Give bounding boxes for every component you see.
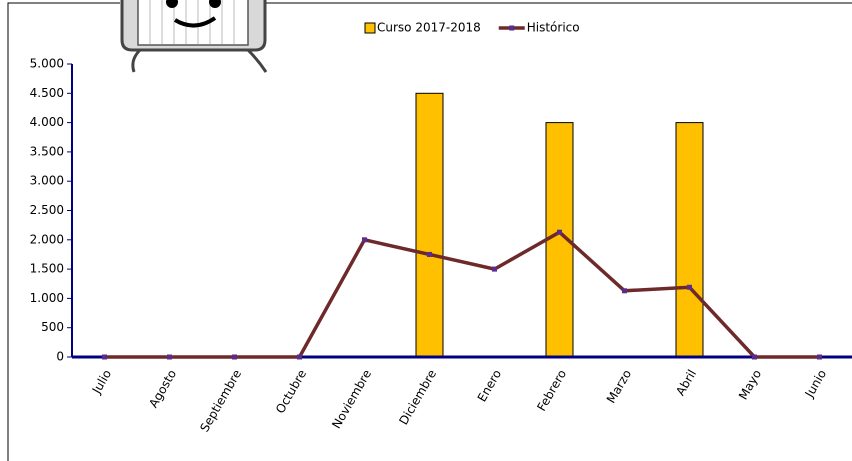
x-tick-label: Octubre (273, 367, 309, 416)
bar (415, 92, 444, 358)
legend-marker (509, 25, 515, 31)
y-tick-label: 500 (41, 320, 64, 334)
line-marker (297, 354, 302, 360)
bar (675, 122, 704, 358)
x-tick-label: Junio (802, 367, 829, 400)
y-tick-label: 3.500 (30, 144, 64, 158)
x-tick-label: Noviembre (329, 367, 374, 431)
x-tick-label: Marzo (604, 367, 634, 405)
y-tick-label: 5.000 (30, 57, 64, 71)
line-marker (687, 284, 692, 290)
x-tick-label: Agosto (146, 367, 179, 410)
x-tick-label: Enero (475, 367, 504, 404)
line-marker (557, 229, 562, 235)
legend-swatch (364, 22, 376, 34)
line-marker (817, 354, 822, 360)
y-tick-label: 2.500 (30, 203, 64, 217)
chart-frame (7, 2, 852, 461)
line-marker (622, 288, 627, 294)
x-tick-label: Septiembre (197, 367, 244, 434)
mascot (120, 0, 268, 73)
y-tick-label: 4.000 (30, 115, 64, 129)
legend-label: Curso 2017-2018 (377, 21, 481, 35)
y-tick-label: 3.000 (30, 174, 64, 188)
y-tick-label: 2.000 (30, 232, 64, 246)
line-marker (102, 354, 107, 360)
y-tick-label: 1.000 (30, 291, 64, 305)
legend-label: Histórico (527, 21, 580, 35)
y-tick-label: 1.500 (30, 262, 64, 276)
line-marker (492, 266, 497, 272)
line-marker (232, 354, 237, 360)
x-tick-label: Abril (673, 367, 699, 398)
x-tick-label: Diciembre (396, 367, 439, 427)
x-tick-label: Febrero (534, 367, 569, 413)
line-marker (362, 237, 367, 243)
x-tick-label: Julio (89, 367, 114, 397)
line-marker (427, 251, 432, 257)
line-marker (167, 354, 172, 360)
x-tick-label: Mayo (736, 367, 764, 402)
line-series (104, 230, 820, 359)
line-marker (752, 354, 757, 360)
y-tick-label: 0 (56, 350, 64, 364)
y-tick-label: 4.500 (30, 86, 64, 100)
